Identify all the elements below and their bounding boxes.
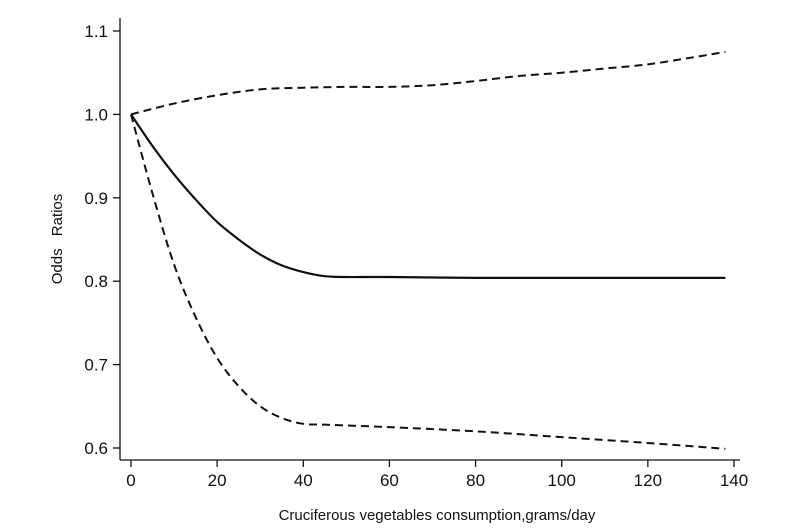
estimate-line bbox=[130, 113, 726, 280]
upper-ci-line bbox=[130, 50, 726, 116]
lower-ci-line bbox=[130, 114, 726, 450]
x-tick-label: 80 bbox=[466, 471, 485, 490]
series-group bbox=[130, 50, 726, 450]
x-tick-label: 40 bbox=[294, 471, 313, 490]
x-tick-label: 100 bbox=[548, 471, 576, 490]
y-tick-label: 1.0 bbox=[84, 105, 108, 124]
y-tick-label: 0.6 bbox=[84, 439, 108, 458]
y-tick-label: 0.9 bbox=[84, 189, 108, 208]
x-tick-label: 120 bbox=[634, 471, 662, 490]
x-tick-label: 60 bbox=[380, 471, 399, 490]
x-tick-label: 20 bbox=[208, 471, 227, 490]
y-tick-label: 0.7 bbox=[84, 356, 108, 375]
y-tick-label: 1.1 bbox=[84, 22, 108, 41]
x-axis-title: Cruciferous vegetables consumption,grams… bbox=[279, 507, 596, 524]
y-axis-title: Odds Ratios bbox=[49, 194, 66, 285]
y-tick-label: 0.8 bbox=[84, 272, 108, 291]
x-tick-label: 0 bbox=[126, 471, 135, 490]
x-tick-label: 140 bbox=[720, 471, 748, 490]
axes: 0 20 40 60 80 100 120 140 0.6 0.7 0.8 0.9 1.0 1.1 bbox=[84, 18, 748, 490]
